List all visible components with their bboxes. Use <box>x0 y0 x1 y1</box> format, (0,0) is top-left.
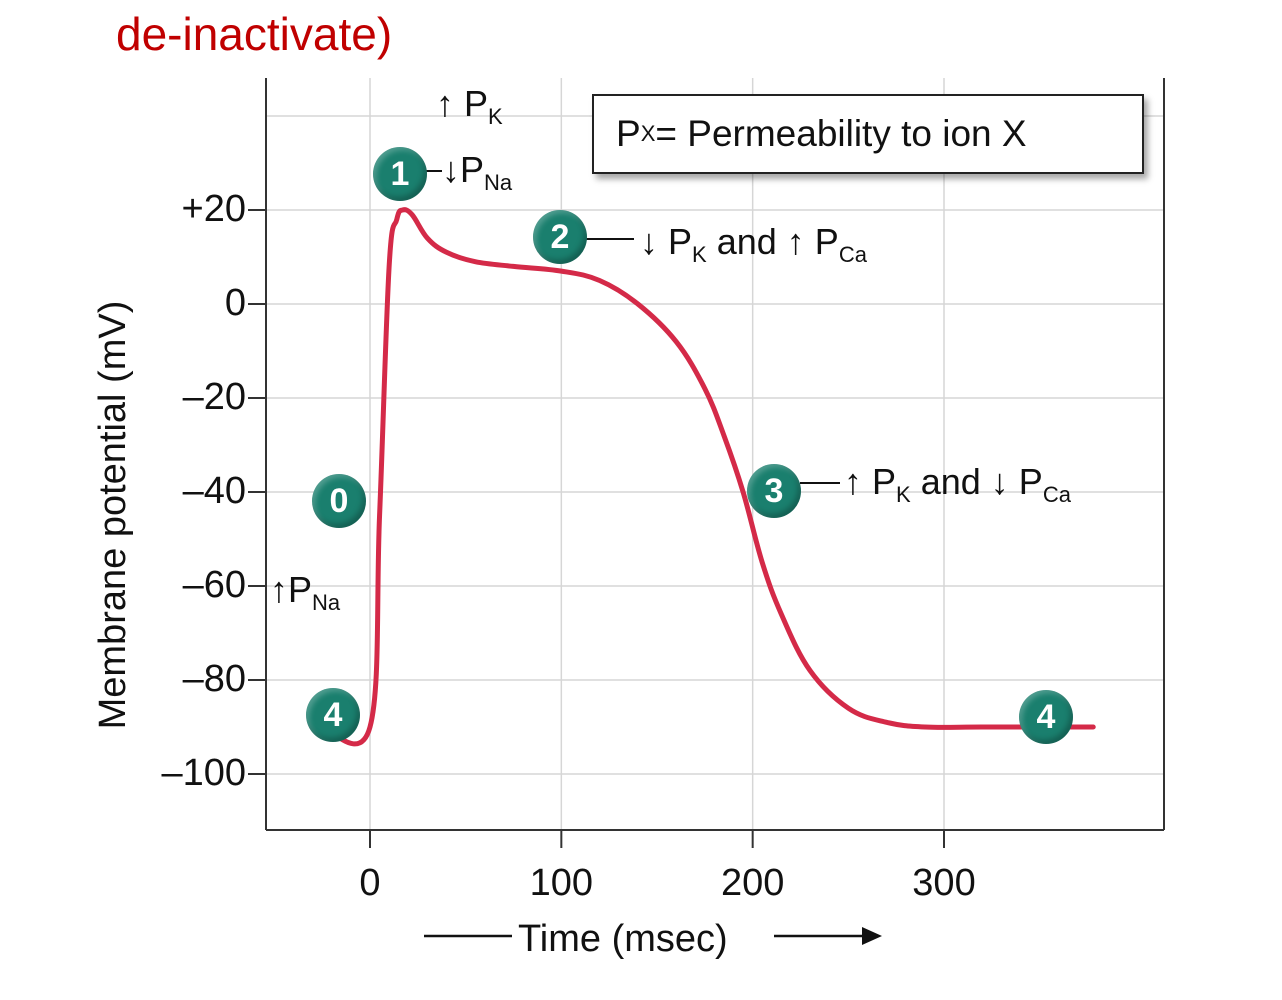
perm-p: P <box>288 569 313 610</box>
y-axis-title: Membrane potential (mV) <box>92 300 134 730</box>
phase-4-badge-right: 4 <box>1019 690 1073 744</box>
y-tick-label: +20 <box>181 188 246 230</box>
arrow-up: ↑ <box>436 83 465 124</box>
phase1-connector <box>424 170 442 172</box>
phase3-annotation: ↑ PK and ↓ PCa <box>844 464 1071 506</box>
arrow-up: ↑ <box>270 569 288 610</box>
phase-1-badge: 1 <box>373 147 427 201</box>
perm-sub: K <box>896 482 911 507</box>
perm-p: P <box>460 149 485 190</box>
and-text: and ↑ <box>706 221 815 262</box>
grid <box>266 78 1164 830</box>
x-tick-label: 200 <box>720 862 785 904</box>
perm-sub: Ca <box>838 242 867 267</box>
y-tick-label: 0 <box>224 282 246 324</box>
arrow: ↓ <box>640 221 669 262</box>
phase3-connector <box>800 482 840 484</box>
legend-sub: X <box>640 121 656 146</box>
perm-p: P <box>464 83 489 124</box>
y-tick-label: –20 <box>182 376 246 418</box>
legend-text: = Permeability to ion X <box>655 113 1027 154</box>
time-arrow <box>424 927 882 945</box>
x-tick-label: 0 <box>359 862 381 904</box>
and-text: and ↓ <box>910 461 1019 502</box>
phase1-annotation: ↓PNa <box>442 152 512 194</box>
perm-sub: Na <box>484 170 513 195</box>
x-tick-label: 300 <box>912 862 976 904</box>
arrow: ↑ <box>844 461 873 502</box>
axes-frame <box>265 78 1165 831</box>
phase-3-badge: 3 <box>747 464 801 518</box>
perm-p: P <box>668 221 693 262</box>
phase1-top-annotation: ↑ PK <box>436 86 503 128</box>
perm-sub: Na <box>312 590 341 615</box>
series-group <box>319 207 1096 747</box>
y-tick-label: –60 <box>182 564 246 606</box>
perm-sub: Ca <box>1042 482 1071 507</box>
time-arrowhead <box>862 927 882 945</box>
y-tick-label: –100 <box>161 752 246 794</box>
phase-2-badge: 2 <box>533 210 587 264</box>
axis-ticks <box>248 209 945 848</box>
page-heading: de-inactivate) <box>116 8 393 60</box>
phase-0-badge: 0 <box>312 474 366 528</box>
y-tick-label: –80 <box>182 658 246 700</box>
perm-sub: K <box>488 104 503 129</box>
action-potential-line <box>319 207 1096 747</box>
phase-4-badge-left: 4 <box>306 688 360 742</box>
phase2-connector <box>586 238 634 240</box>
x-tick-label: 100 <box>529 862 594 904</box>
x-axis-title: Time (msec) <box>518 918 728 960</box>
perm-p: P <box>814 221 839 262</box>
y-tick-label: –40 <box>182 470 246 512</box>
perm-sub: K <box>692 242 707 267</box>
legend-p: P <box>616 113 641 154</box>
phase0-annotation: ↑PNa <box>270 572 340 614</box>
perm-p: P <box>1018 461 1043 502</box>
perm-p: P <box>872 461 897 502</box>
phase2-annotation: ↓ PK and ↑ PCa <box>640 224 867 266</box>
arrow-down: ↓ <box>442 149 460 190</box>
